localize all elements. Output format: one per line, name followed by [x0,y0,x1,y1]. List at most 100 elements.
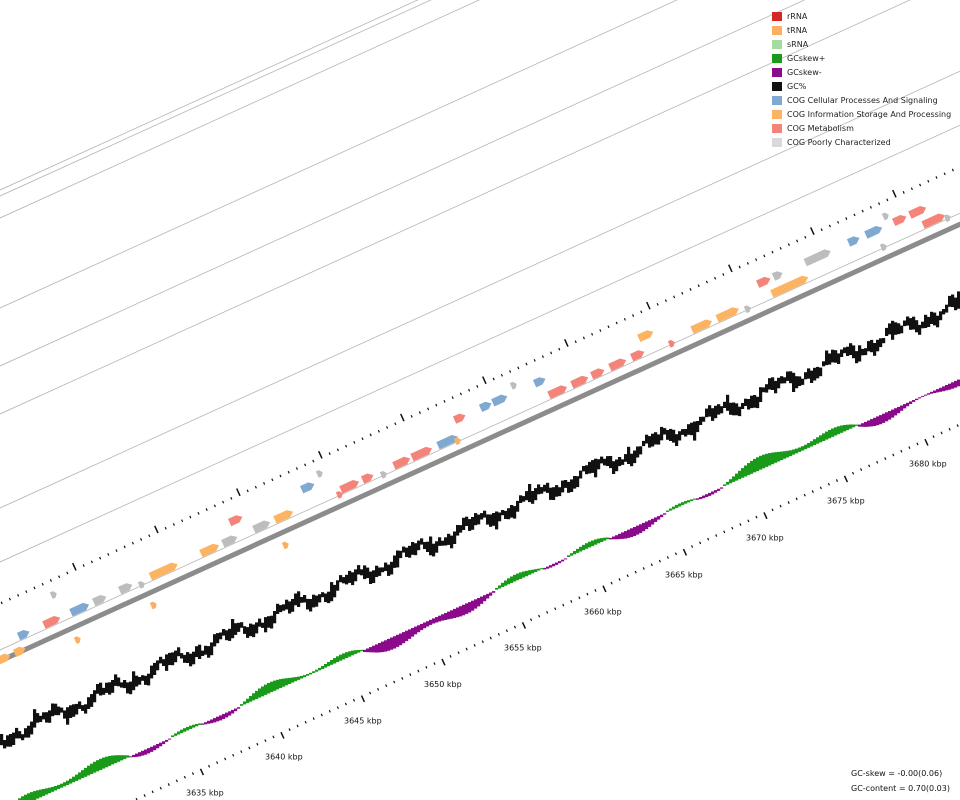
gc-skew-track [18,379,960,800]
gc-bar [306,598,310,610]
gc-bar [774,380,778,394]
gc-skew-positive-bar [336,656,340,663]
minor-tick [707,537,710,541]
gc-bar [33,709,37,728]
minor-tick [417,669,420,673]
gc-bar [621,459,625,465]
gc-bar [303,595,307,603]
gc-bar [600,456,604,464]
gc-bar [279,605,283,613]
minor-tick [148,534,151,538]
minor-tick [658,559,661,563]
gc-skew-positive-bar [246,698,250,704]
gc-skew-positive-bar [567,555,571,557]
gc-bar [249,623,253,637]
minor-tick [328,452,331,456]
minor-tick [787,243,790,247]
gc-skew-positive-bar [687,500,691,503]
legend-swatch [772,95,782,105]
gc-skew-negative-bar [864,421,868,427]
minor-tick [449,654,452,658]
gc-skew-negative-bar [636,525,640,535]
gc-bar [852,345,856,359]
major-tick [602,585,607,593]
minor-tick [295,467,298,470]
gc-bar [807,368,811,379]
gc-bar [837,353,841,364]
minor-tick [919,183,922,187]
gc-bar [111,680,115,693]
gc-bar [150,665,154,679]
gc-bar [66,707,70,725]
gc-skew-positive-bar [672,506,676,510]
gc-bar [90,694,94,707]
minor-tick [927,179,930,183]
gc-bar [3,740,7,749]
major-tick [72,562,77,571]
gene-arrow [281,541,289,550]
gc-skew-positive-bar [69,778,73,784]
minor-tick [246,489,249,493]
legend-item-cog-metabolism: COG Metabolism [772,121,957,135]
gc-bar [453,531,457,544]
gene-arrow [0,653,11,665]
legend-item-trna: tRNA [772,23,957,37]
gc-skew-negative-bar [417,625,421,633]
legend-swatch [772,53,782,63]
gc-bar [771,377,775,390]
gc-skew-negative-bar [465,603,469,614]
gc-bar [186,652,190,663]
gc-skew-positive-bar [279,679,283,688]
gc-bar [510,505,514,518]
minor-tick [533,358,536,362]
gc-skew-positive-bar [810,441,814,447]
minor-tick [345,444,348,448]
gc-skew-negative-bar [945,385,949,391]
ring-guide-lines [0,0,960,664]
gc-skew-negative-bar [621,532,625,539]
gene-arrow [137,581,145,589]
minor-tick [697,284,700,288]
gc-skew-positive-bar [192,724,196,728]
gc-bar [57,706,61,716]
gc-skew-negative-bar [888,411,892,420]
gene-arrow [771,271,783,281]
tick-label: 3665 kbp [665,570,703,579]
gc-skew-negative-bar [147,748,151,754]
gc-skew-positive-bar [276,679,280,690]
minor-tick [131,541,134,545]
gc-skew-negative-bar [366,648,370,653]
gc-bar [27,725,31,738]
ring-line [0,0,678,309]
gene-features [0,206,951,665]
gc-bar [258,618,262,627]
gc-skew-positive-bar [822,433,826,441]
minor-tick [143,794,146,797]
minor-tick [771,250,774,254]
minor-tick [272,735,275,739]
gc-bar [123,680,127,689]
gc-bar [558,487,562,497]
gc-skew-negative-bar [942,386,946,392]
gene-arrow [315,470,323,478]
gc-skew-positive-bar [48,787,52,794]
gc-bar [555,485,559,497]
gc-skew-negative-bar [135,753,139,757]
gc-skew-negative-bar [201,723,205,725]
gc-bar [351,572,355,586]
major-tick [892,189,897,198]
gc-skew-negative-bar [702,495,706,499]
gc-bar [270,615,274,629]
gc-skew-positive-bar [573,551,577,555]
gene-arrow [509,381,517,390]
gc-skew-positive-bar [756,457,760,472]
gc-bar [273,611,277,624]
gc-bar [450,535,454,549]
gc-skew-negative-bar [138,752,142,757]
minor-tick [892,453,895,457]
gc-skew-negative-bar [564,558,568,560]
gc-bar [216,633,220,644]
gc-skew-positive-bar [291,677,295,683]
gc-bar [795,376,799,389]
gene-arrow [16,630,30,641]
